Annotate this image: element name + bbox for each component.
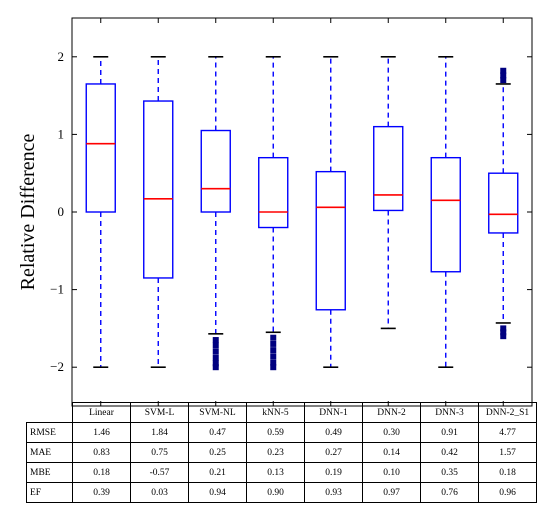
table-cell: 0.35: [420, 462, 479, 483]
table-cell: 1.46: [72, 422, 131, 443]
table-header-cell: DNN-1: [304, 402, 363, 423]
table-header-cell: kNN-5: [246, 402, 305, 423]
table-cell: 0.90: [246, 482, 305, 503]
table-cell: 0.10: [362, 462, 421, 483]
table-cell: 0.18: [72, 462, 131, 483]
table-cell: 0.91: [420, 422, 479, 443]
table-header-cell: Linear: [72, 402, 131, 423]
outlier-marker: [500, 325, 507, 332]
table-cell: 0.59: [246, 422, 305, 443]
y-tick-label: 0: [58, 204, 65, 219]
table-cell: 0.39: [72, 482, 131, 503]
y-tick-label: −2: [50, 359, 64, 374]
table-cell: 0.93: [304, 482, 363, 503]
box: [430, 156, 461, 273]
table-cell: 0.25: [188, 442, 247, 463]
outlier-marker: [500, 329, 507, 336]
outlier-marker: [270, 359, 277, 366]
table-cell: 0.14: [362, 442, 421, 463]
table-cell: 0.94: [188, 482, 247, 503]
table-cell: -0.57: [130, 462, 189, 483]
table-cell: 1.57: [478, 442, 537, 463]
box: [315, 170, 346, 311]
box: [373, 125, 404, 212]
table-header-cell: DNN-2_S1: [478, 402, 537, 423]
outlier-marker: [500, 67, 507, 74]
table-cell: 0.83: [72, 442, 131, 463]
outlier-marker: [212, 364, 219, 371]
table-cell: 0.27: [304, 442, 363, 463]
outlier-marker: [212, 348, 219, 355]
outlier-marker: [270, 334, 277, 341]
outlier-marker: [212, 337, 219, 344]
table-cell: 0.75: [130, 442, 189, 463]
outlier-marker: [270, 353, 277, 360]
table-header-cell: DNN-2: [362, 402, 421, 423]
box: [143, 100, 174, 279]
box: [258, 156, 289, 229]
table-cell: 0.97: [362, 482, 421, 503]
table-header-cell: SVM-NL: [188, 402, 247, 423]
outlier-marker: [270, 347, 277, 354]
y-tick-label: −1: [50, 282, 64, 297]
table-cell: 0.23: [246, 442, 305, 463]
table-cell: 0.49: [304, 422, 363, 443]
y-tick-label: 2: [58, 49, 65, 64]
outlier-marker: [270, 340, 277, 347]
table-cell: 0.76: [420, 482, 479, 503]
row-label: MAE: [26, 442, 73, 463]
table-cell: 0.19: [304, 462, 363, 483]
table-corner: [26, 402, 73, 423]
plot-frame: [71, 17, 533, 407]
box: [85, 83, 116, 213]
table-row-ef: EF 0.39 0.03 0.94 0.90 0.93 0.97 0.76 0.…: [26, 482, 537, 503]
table-cell: 0.42: [420, 442, 479, 463]
outlier-marker: [212, 360, 219, 367]
table-row-mae: MAE 0.83 0.75 0.25 0.23 0.27 0.14 0.42 1…: [26, 442, 537, 463]
outlier-marker: [500, 72, 507, 79]
table-row-rmse: RMSE 1.46 1.84 0.47 0.59 0.49 0.30 0.91 …: [26, 422, 537, 443]
table-cell: 0.18: [478, 462, 537, 483]
outlier-marker: [500, 333, 507, 340]
outlier-marker: [500, 77, 507, 84]
table-cell: 0.13: [246, 462, 305, 483]
table-cell: 0.03: [130, 482, 189, 503]
row-label: MBE: [26, 462, 73, 483]
table-header-cell: DNN-3: [420, 402, 479, 423]
outlier-marker: [270, 364, 277, 371]
table-row-mbe: MBE 0.18 -0.57 0.21 0.13 0.19 0.10 0.35 …: [26, 462, 537, 483]
box: [488, 172, 519, 234]
table-cell: 1.84: [130, 422, 189, 443]
table-cell: 0.21: [188, 462, 247, 483]
box: [200, 129, 231, 213]
table-cell: 0.47: [188, 422, 247, 443]
row-label: RMSE: [26, 422, 73, 443]
y-tick-label: 1: [58, 126, 65, 141]
row-label: EF: [26, 482, 73, 503]
table-header-row: Linear SVM-L SVM-NL kNN-5 DNN-1 DNN-2 DN…: [26, 402, 537, 423]
outlier-marker: [212, 342, 219, 349]
metrics-table: Linear SVM-L SVM-NL kNN-5 DNN-1 DNN-2 DN…: [26, 402, 537, 503]
table-cell: 0.30: [362, 422, 421, 443]
outlier-marker: [212, 354, 219, 361]
y-axis-label: Relative Difference: [17, 134, 39, 291]
table-cell: 4.77: [478, 422, 537, 443]
table-cell: 0.96: [478, 482, 537, 503]
table-header-cell: SVM-L: [130, 402, 189, 423]
